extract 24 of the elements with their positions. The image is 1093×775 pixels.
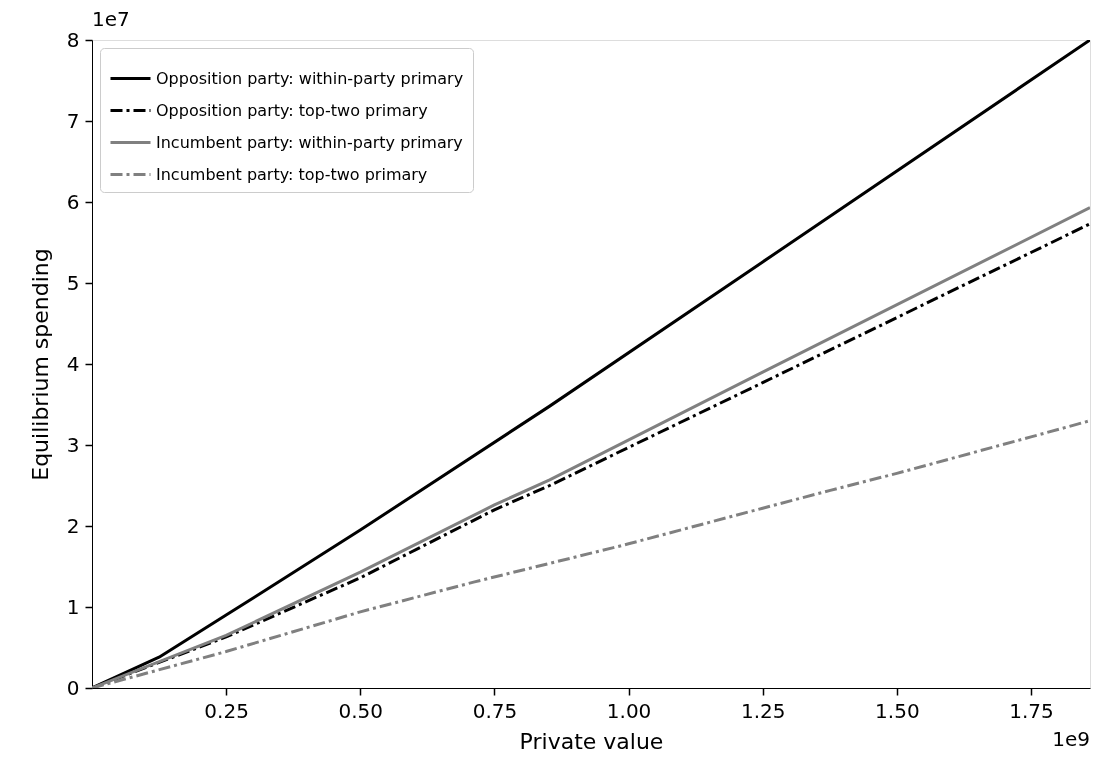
x-tick-label: 1.50 [875,698,920,723]
y-tick-label: 3 [66,432,80,457]
y-tick-label: 7 [66,108,80,133]
text: 1e7 [92,7,130,31]
y-tick-label: 6 [66,189,80,214]
y-axis-title: Equilibrium spending [27,248,53,481]
legend-label: Incumbent party: top-two primary [156,164,428,184]
x-axis-title: Private value [519,728,664,754]
y-tick-label: 0 [66,675,80,700]
legend-label: Opposition party: within-party primary [156,68,464,88]
x-tick-label: 0.25 [204,698,249,723]
y-tick-label: 8 [66,27,80,52]
y-tick-label: 1 [66,594,80,619]
y-tick-label: 5 [66,270,80,295]
x-tick-label: 1.75 [1009,698,1054,723]
x-tick-label: 0.50 [338,698,384,723]
y-tick-label: 4 [66,351,80,376]
x-tick-label: 1.00 [606,698,652,723]
y-tick-label: 2 [66,513,80,538]
x-tick-label: 1.25 [740,698,786,723]
x-tick-label: 0.75 [472,698,518,723]
legend-label: Opposition party: top-two primary [156,100,428,120]
legend-label: Incumbent party: within-party primary [156,132,463,152]
text: 1e9 [1052,727,1090,751]
